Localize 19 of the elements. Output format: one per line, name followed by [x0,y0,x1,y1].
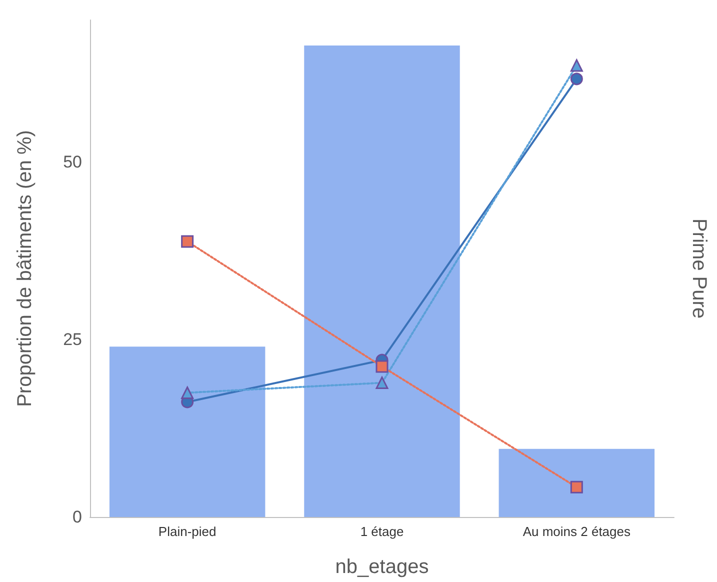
x-tick-label: Plain-pied [158,524,216,539]
x-axis-title: nb_etages [335,556,429,578]
y-tick-label: 25 [63,330,82,349]
bar [498,448,655,517]
bar [109,346,266,517]
y-axis-title: Proportion de bâtiments (en %) [14,130,36,407]
bar [304,46,460,517]
y-tick-label: 0 [72,508,82,526]
point [181,386,194,399]
x-tick-label: Au moins 2 étages [522,524,631,539]
point [376,376,388,390]
x-tick-label: 1 étage [360,524,404,539]
point [376,360,388,373]
y2-axis-title: Prime Pure [688,218,710,319]
point [570,59,583,72]
point [570,480,583,494]
point [181,235,194,248]
y-tick-label: 50 [63,152,82,172]
point [570,72,583,86]
